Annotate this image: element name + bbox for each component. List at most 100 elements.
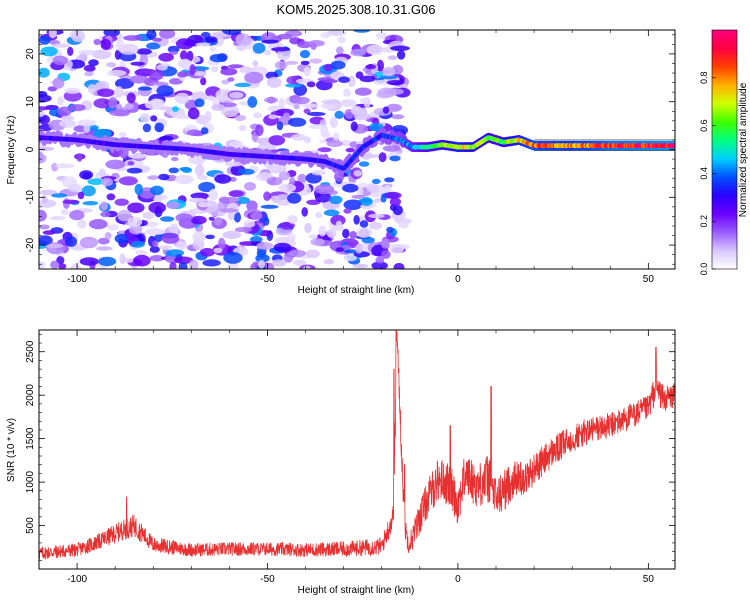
- spectrogram-noise-mark: [279, 221, 295, 230]
- spectrogram-noise-mark: [175, 174, 194, 185]
- spectrogram-noise-mark: [282, 112, 290, 119]
- spectrogram-noise-mark: [354, 87, 372, 96]
- spectrogram-noise-mark: [147, 175, 160, 180]
- snr-series-line: [39, 330, 675, 560]
- spectrogram-noise-mark: [68, 184, 83, 193]
- spectrogram-noise-mark: [276, 121, 284, 131]
- spectrogram-noise-mark: [158, 52, 174, 62]
- spectrogram-noise-mark: [106, 69, 127, 77]
- colorbar-tick-label: 0.8: [699, 72, 709, 85]
- spectrogram-noise-mark: [287, 214, 298, 224]
- spectrogram-noise-mark: [329, 117, 338, 128]
- spectrogram-noise-mark: [382, 66, 396, 77]
- spectrogram-noise-mark: [46, 243, 64, 249]
- spectrogram-noise-mark: [161, 232, 180, 244]
- spectrogram-noise-mark: [361, 236, 375, 244]
- spectrogram-noise-mark: [127, 161, 135, 166]
- y-tick-label: 2500: [25, 340, 36, 363]
- spectrogram-noise-mark: [297, 173, 307, 184]
- spectrogram-noise-mark: [92, 49, 112, 60]
- spectrogram-noise-mark: [81, 185, 96, 197]
- spectrogram-noise-mark: [156, 64, 168, 71]
- spectrogram-noise-mark: [97, 237, 110, 245]
- spectrogram-noise-mark: [345, 147, 355, 153]
- spectrogram-noise-mark: [50, 216, 66, 221]
- spectrogram-noise-mark: [250, 212, 263, 220]
- spectrogram-noise-mark: [160, 216, 175, 222]
- spectrogram-noise-mark: [307, 111, 326, 117]
- colorbar-label: Normalized spectral amplitude: [738, 82, 749, 217]
- spectrogram-noise-mark: [381, 250, 391, 259]
- spectrogram-noise-mark: [234, 114, 246, 122]
- spectrogram-noise-mark: [376, 59, 384, 72]
- spectrogram-noise-mark: [39, 189, 58, 196]
- spectrogram-noise-mark: [177, 58, 192, 69]
- spectrogram-noise-mark: [204, 111, 212, 123]
- spectrogram-noise-mark: [273, 242, 292, 252]
- spectrogram-noise-mark: [50, 260, 60, 269]
- spectrogram-x-axis: -100 -50 0 50: [38, 30, 654, 285]
- spectrogram-noise-mark: [264, 97, 279, 104]
- spectrogram-y-axis: -20 -10 0 10 20: [25, 34, 675, 265]
- spectrogram-noise-mark: [360, 153, 380, 159]
- spectrogram-noise-mark: [268, 114, 278, 120]
- spectrogram-noise-mark: [326, 30, 346, 36]
- spectrogram-noise-mark: [315, 212, 323, 219]
- spectrogram-noise-mark: [82, 201, 99, 206]
- spectrogram-noise-mark: [389, 155, 401, 162]
- spectrogram-noise-mark: [70, 263, 81, 269]
- spectrogram-noise-mark: [174, 92, 190, 104]
- spectrogram-noise-mark: [222, 230, 242, 239]
- spectrogram-noise-mark: [105, 159, 126, 170]
- spectrogram-noise-mark: [236, 44, 246, 52]
- spectrogram-noise-mark: [308, 234, 318, 239]
- spectrogram-noise-mark: [57, 106, 72, 117]
- y-tick-label: 500: [25, 517, 36, 534]
- spectrogram-noise-mark: [227, 77, 235, 82]
- spectrogram-noise-mark: [229, 91, 244, 99]
- spectrogram-noise-mark: [106, 62, 117, 68]
- spectrogram-noise-mark: [192, 231, 206, 243]
- spectrogram-noise-mark: [76, 153, 83, 162]
- colorbar-tick-label: 0.2: [699, 215, 709, 228]
- spectrogram-noise-mark: [326, 229, 337, 238]
- spectrogram-noise-mark: [365, 64, 376, 70]
- spectrogram-noise-mark: [252, 112, 263, 119]
- spectrogram-noise-mark: [389, 243, 405, 254]
- spectrogram-noise-mark: [359, 75, 376, 83]
- spectrogram-noise-mark: [64, 87, 81, 94]
- spectrogram-noise-mark: [171, 106, 179, 112]
- spectrogram-noise-mark: [148, 201, 166, 214]
- y-tick-label: -20: [25, 237, 36, 252]
- x-tick-label: -50: [260, 574, 275, 585]
- spectrogram-noise-mark: [271, 47, 291, 52]
- spectrogram-noise-mark: [340, 100, 357, 108]
- spectrogram-noise-mark: [130, 61, 145, 66]
- y-tick-label: 0: [25, 146, 36, 152]
- spectrogram-noise-mark: [222, 30, 242, 36]
- spectrogram-noise-mark: [142, 211, 155, 220]
- spectrogram-noise-mark: [343, 88, 351, 97]
- spectrogram-noise-mark: [200, 77, 207, 86]
- spectrogram-noise-mark: [87, 178, 105, 185]
- spectrogram-noise-mark: [289, 176, 296, 185]
- spectrogram-noise-mark: [67, 46, 74, 57]
- spectrogram-noise-mark: [40, 46, 58, 57]
- spectrogram-noise-mark: [152, 240, 159, 248]
- spectrogram-noise-mark: [77, 219, 87, 229]
- spectrogram-noise-mark: [342, 228, 350, 239]
- spectrogram-noise-mark: [61, 114, 75, 122]
- spectrogram-noise-mark: [383, 184, 392, 194]
- spectrogram-noise-mark: [389, 197, 401, 207]
- spectrogram-noise-mark: [238, 168, 255, 175]
- y-tick-label: 10: [25, 96, 36, 108]
- spectrogram-noise-mark: [306, 199, 321, 205]
- spectrogram-noise-mark: [323, 79, 338, 84]
- spectrogram-noise-mark: [150, 115, 158, 122]
- spectrogram-noise-mark: [334, 110, 344, 119]
- spectrogram-noise-mark: [154, 122, 164, 133]
- spectrogram-noise-mark: [285, 83, 302, 88]
- spectrogram-noise-mark: [168, 78, 183, 85]
- spectrogram-noise-mark: [39, 224, 50, 230]
